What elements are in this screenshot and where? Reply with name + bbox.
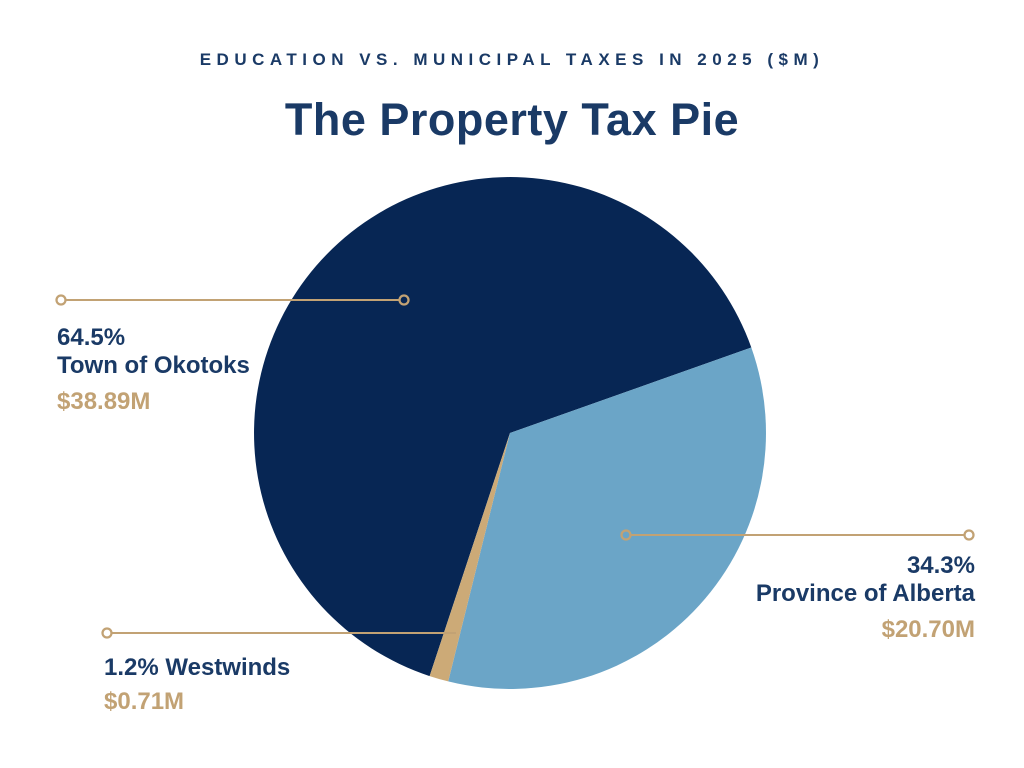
callout-leader-westwinds [101,627,456,639]
callout-westwinds: 1.2% Westwinds $0.71M [104,654,290,716]
callout-alberta: 34.3% Province of Alberta $20.70M [756,552,975,644]
leader-ring-alberta-end [963,529,975,541]
chart-subtitle: EDUCATION VS. MUNICIPAL TAXES IN 2025 ($… [199,50,825,69]
leader-ring-okotoks-start [55,294,67,306]
alberta-amount: $20.70M [881,616,975,643]
alberta-name: Province of Alberta [755,580,975,607]
leader-ring-westwinds-start [101,627,113,639]
pie [254,177,766,689]
callout-leader-okotoks [55,294,410,306]
pie-slice-westwinds [429,433,510,682]
okotoks-percent: 64.5% [57,324,126,351]
leader-ring-okotoks-end [398,294,410,306]
leader-ring-alberta-start [620,529,632,541]
pie-slice-province-of-alberta [448,347,766,689]
pie-slice-town-of-okotoks [254,177,752,677]
westwinds-amount: $0.71M [104,688,185,715]
okotoks-amount: $38.89M [57,388,151,415]
westwinds-name: 1.2% Westwinds [104,654,291,681]
okotoks-name: Town of Okotoks [57,352,250,379]
callout-leader-alberta [620,529,975,541]
chart-title: The Property Tax Pie [284,94,740,145]
callout-okotoks: 64.5% Town of Okotoks $38.89M [57,324,250,416]
alberta-percent: 34.3% [906,552,975,579]
